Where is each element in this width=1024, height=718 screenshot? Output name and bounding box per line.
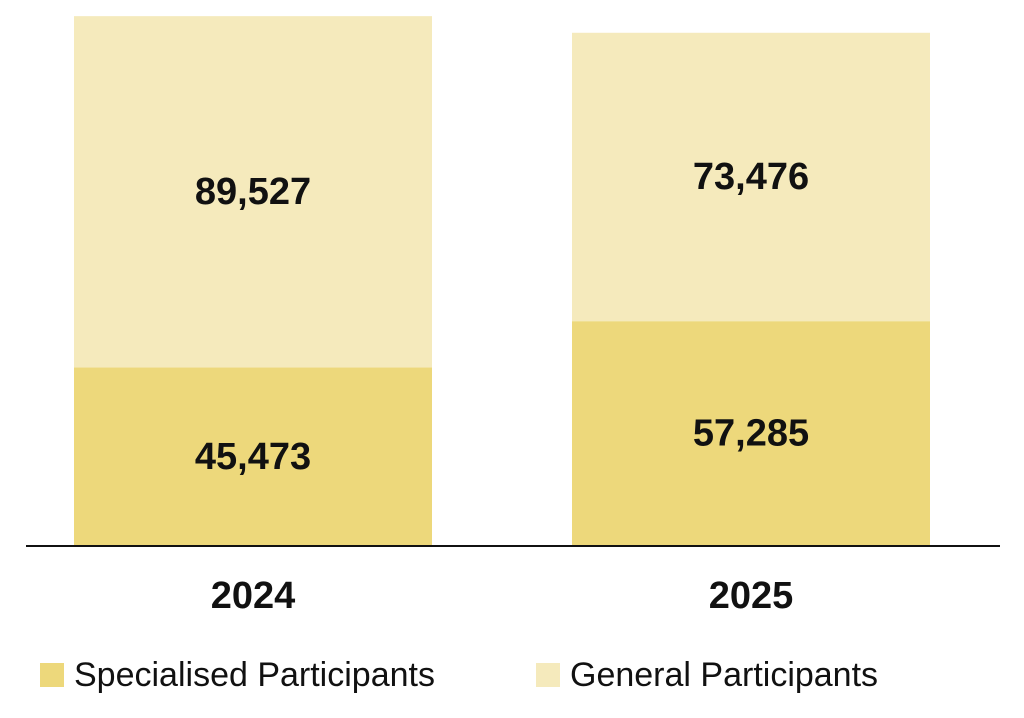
value-label-general-2025: 73,476: [693, 156, 809, 198]
bar-general-2025: [572, 32, 930, 322]
bar-specialised-2025: [572, 321, 930, 546]
x-tick-label-2024: 2024: [211, 575, 296, 617]
legend-swatch-specialised: [40, 663, 64, 687]
x-tick-label-2025: 2025: [709, 575, 794, 617]
legend: Specialised Participants General Partici…: [0, 650, 1024, 700]
bars-group: [74, 16, 930, 546]
legend-swatch-general: [536, 663, 560, 687]
legend-label-specialised: Specialised Participants: [74, 655, 435, 694]
bar-general-2024: [74, 16, 432, 368]
bar-specialised-2024: [74, 367, 432, 546]
legend-item-general: General Participants: [536, 650, 878, 700]
x-tick-labels-group: 2024 2025: [211, 575, 794, 617]
legend-label-general: General Participants: [570, 655, 879, 694]
value-label-specialised-2025: 57,285: [693, 413, 809, 455]
legend-item-specialised: Specialised Participants: [40, 650, 435, 700]
value-labels-group: 45,473 89,527 57,285 73,476: [195, 156, 809, 478]
value-label-specialised-2024: 45,473: [195, 436, 311, 478]
value-label-general-2024: 89,527: [195, 171, 311, 213]
